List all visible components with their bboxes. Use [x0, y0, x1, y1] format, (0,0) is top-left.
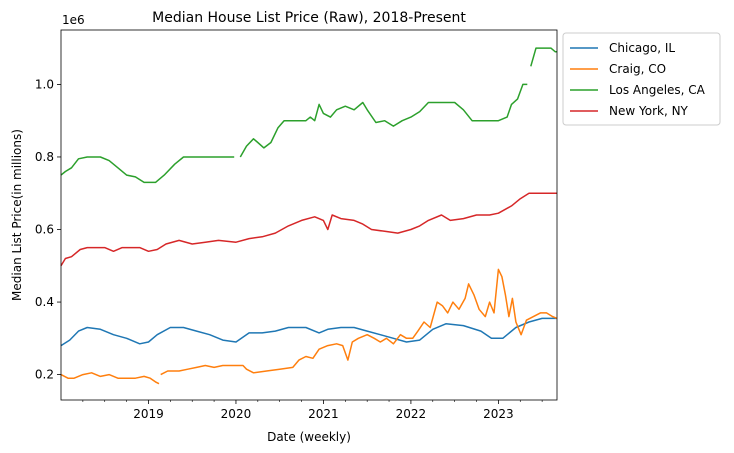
y-axis-label: Median List Price(in millions) [10, 129, 24, 301]
x-tick-label: 2020 [221, 407, 252, 421]
legend-label: Chicago, IL [609, 41, 675, 55]
legend-label: Los Angeles, CA [609, 83, 706, 97]
series-line-3-segment-0 [60, 192, 557, 267]
series-line-2-segment-1 [239, 83, 528, 158]
legend-label: Craig, CO [609, 62, 666, 76]
y-tick-label: 1.0 [35, 77, 54, 91]
plot-area-frame [60, 29, 558, 401]
y-tick-label: 0.8 [35, 150, 54, 164]
series-line-1-segment-1 [160, 268, 558, 376]
legend-label: New York, NY [609, 104, 689, 118]
series-line-2-segment-0 [60, 156, 235, 184]
y-tick-label: 0.4 [35, 295, 54, 309]
x-tick-label: 2023 [483, 407, 514, 421]
chart-title: Median House List Price (Raw), 2018-Pres… [152, 10, 466, 26]
x-tick-label: 2021 [308, 407, 339, 421]
x-axis-label: Date (weekly) [267, 430, 351, 444]
series-line-2-segment-2 [530, 47, 557, 67]
legend-frame [562, 32, 721, 126]
series-line-0-segment-0 [60, 317, 557, 347]
legend: Chicago, IL Craig, CO Los Angeles, CA New Y… [562, 32, 721, 126]
y-axis: 0.2 0.4 0.6 0.8 1.0 [35, 77, 61, 382]
y-offset-label: 1e6 [62, 13, 85, 27]
series-lines [60, 47, 558, 385]
x-axis: 2019 2020 2021 2022 2023 [82, 400, 543, 421]
x-tick-label: 2019 [133, 407, 164, 421]
x-tick-label: 2022 [396, 407, 427, 421]
series-line-1-segment-0 [60, 372, 160, 385]
y-tick-label: 0.2 [35, 368, 54, 382]
y-tick-label: 0.6 [35, 223, 54, 237]
